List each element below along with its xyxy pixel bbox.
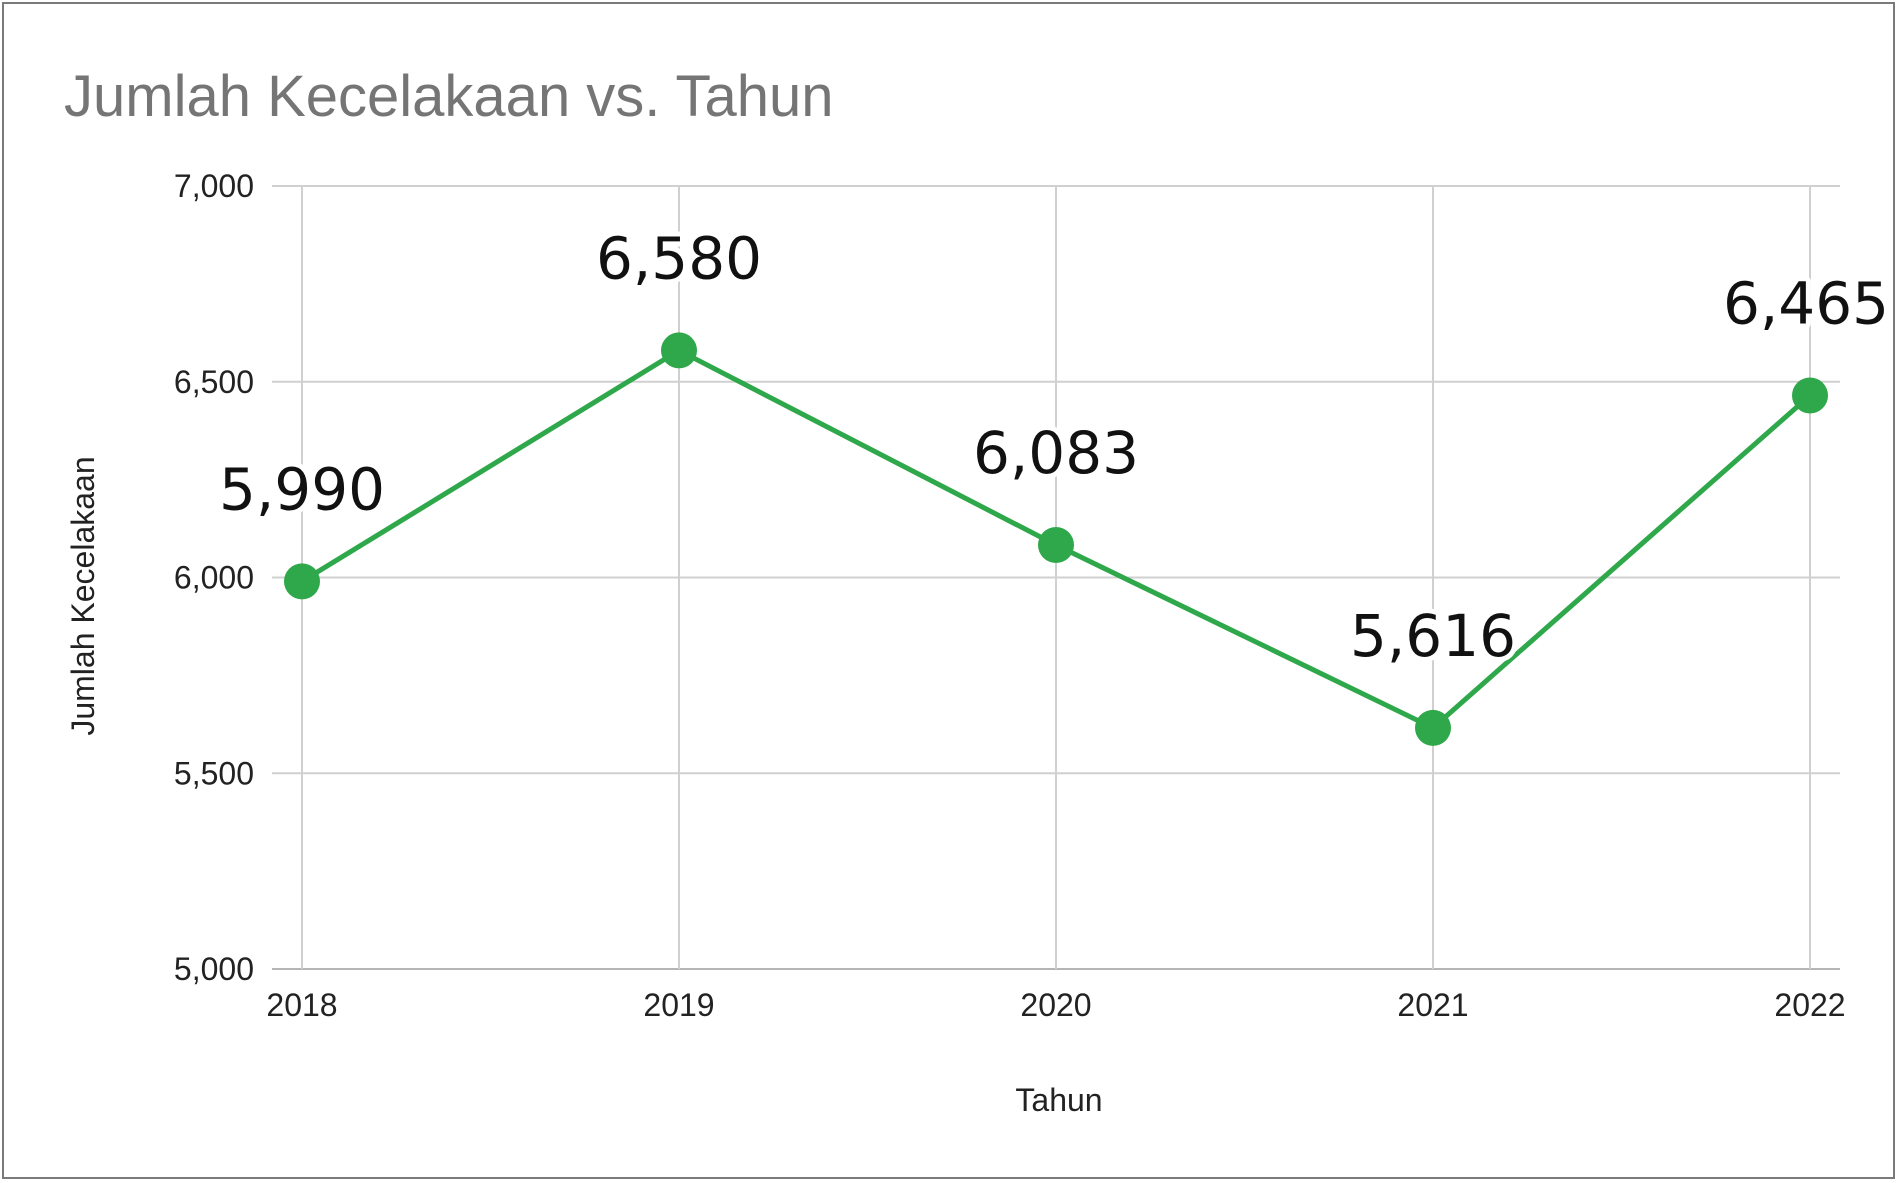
data-label: 6,083 <box>973 419 1139 487</box>
data-label: 5,616 <box>1350 602 1516 670</box>
x-tick-label: 2018 <box>266 987 337 1023</box>
y-axis: 5,000 5,500 6,000 6,500 7,000 <box>174 168 254 987</box>
y-tick-label: 5,500 <box>174 755 254 791</box>
y-tick-label: 6,000 <box>174 560 254 596</box>
x-axis: 2018 2019 2020 2021 2022 <box>266 987 1845 1023</box>
data-label: 6,465 <box>1723 269 1889 337</box>
chart-title: Jumlah Kecelakaan vs. Tahun <box>64 64 834 129</box>
data-point[interactable] <box>1038 527 1074 564</box>
y-tick-label: 6,500 <box>174 364 254 400</box>
x-tick-label: 2021 <box>1397 987 1468 1023</box>
data-label: 6,580 <box>596 224 762 292</box>
y-tick-label: 7,000 <box>174 168 254 204</box>
data-point[interactable] <box>661 332 697 369</box>
series-layer <box>284 332 1828 746</box>
data-point[interactable] <box>284 563 320 600</box>
x-axis-label: Tahun <box>1015 1082 1102 1118</box>
data-label: 5,990 <box>219 455 385 523</box>
y-tick-label: 5,000 <box>174 951 254 987</box>
chart-canvas: Jumlah Kecelakaan vs. Tahun 5,000 5,500 6,… <box>64 64 1894 1118</box>
x-tick-label: 2020 <box>1020 987 1091 1023</box>
x-tick-label: 2022 <box>1774 987 1845 1023</box>
data-point[interactable] <box>1415 709 1451 746</box>
y-axis-label: Jumlah Kecelakaan <box>65 456 101 735</box>
data-point[interactable] <box>1792 377 1828 414</box>
data-labels: 5,990 6,580 6,083 5,616 6,465 <box>214 219 1894 674</box>
x-tick-label: 2019 <box>643 987 714 1023</box>
